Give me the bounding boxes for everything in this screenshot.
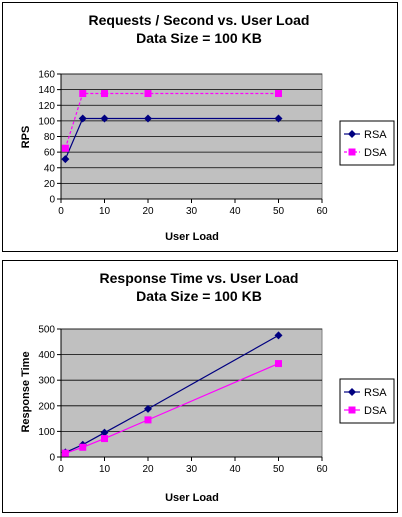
x-tick-label: 60 [316, 464, 328, 475]
data-point-dsa [61, 144, 69, 152]
data-point-rsa [144, 404, 152, 413]
y-tick-label: 20 [44, 179, 56, 190]
series-line-dsa [64, 92, 279, 149]
legend-marker-dsa [348, 406, 356, 414]
plot-area: 0 100 200 300 400 500 0 10 20 30 40 50 60 [38, 325, 328, 476]
data-point-dsa [275, 360, 282, 368]
chart-rps-svg: Requests / Second vs. User Load Data Siz… [20, 12, 395, 243]
legend-label-rsa: RSA [364, 387, 387, 399]
x-axis-title: User Load [165, 231, 219, 243]
y-tick-label: 200 [38, 401, 55, 412]
x-tick-label: 50 [273, 206, 285, 217]
y-tick-label: 40 [44, 163, 56, 174]
data-point-rsa [78, 114, 87, 123]
chart-title: Requests / Second vs. User Load [89, 12, 310, 28]
x-tick-label: 30 [186, 206, 198, 217]
x-tick-label: 10 [99, 206, 111, 217]
legend: RSA DSA [339, 120, 395, 166]
chart-response-time-svg: Response Time vs. User Load Data Size = … [20, 270, 395, 504]
x-tick-label: 20 [142, 464, 154, 475]
x-tick-label: 30 [186, 464, 198, 475]
y-tick-label: 100 [38, 427, 55, 438]
data-point-dsa [79, 443, 87, 451]
plot-background [60, 328, 323, 458]
data-point-rsa [274, 114, 283, 123]
y-tick-label: 60 [44, 148, 56, 159]
y-tick-label: 0 [49, 453, 55, 464]
legend-marker-dsa [348, 148, 356, 156]
data-point-rsa [274, 331, 283, 340]
data-point-dsa [144, 90, 152, 98]
y-tick-label: 80 [44, 132, 56, 143]
y-tick-label: 140 [38, 85, 55, 96]
data-point-dsa [101, 435, 108, 443]
x-tick-label: 20 [142, 206, 154, 217]
legend: RSA DSA [339, 378, 395, 424]
legend-marker-rsa [348, 388, 356, 396]
chart-panel-response-time: Response Time vs. User Load Data Size = … [2, 260, 398, 513]
legend-label-dsa: DSA [364, 147, 387, 159]
plot-area: 0 20 40 60 80 100 120 140 160 0 10 20 30 40 50 60 [38, 70, 328, 218]
chart-panel-rps: Requests / Second vs. User Load Data Siz… [2, 2, 398, 252]
y-axis-title: Response Time [20, 351, 32, 432]
x-tick-label: 10 [99, 464, 111, 475]
y-tick-label: 120 [38, 101, 55, 112]
y-tick-label: 300 [38, 376, 55, 387]
data-point-dsa [101, 90, 108, 98]
data-point-dsa [79, 90, 87, 98]
data-point-dsa [61, 449, 69, 457]
legend-label-dsa: DSA [364, 405, 387, 417]
x-axis-title: User Load [165, 492, 219, 504]
data-point-dsa [144, 416, 152, 424]
chart-subtitle: Data Size = 100 KB [136, 288, 262, 304]
legend-marker-rsa [348, 130, 356, 138]
chart-title: Response Time vs. User Load [100, 270, 299, 286]
y-tick-label: 160 [38, 70, 55, 81]
legend-label-rsa: RSA [364, 129, 387, 141]
x-tick-label: 50 [273, 464, 285, 475]
chart-subtitle: Data Size = 100 KB [136, 30, 262, 46]
legend-box [339, 378, 395, 424]
y-tick-label: 0 [49, 195, 55, 206]
legend-box [339, 120, 395, 166]
x-tick-label: 40 [229, 464, 241, 475]
data-point-rsa [100, 114, 109, 123]
x-tick-label: 0 [58, 206, 64, 217]
y-tick-label: 100 [38, 116, 55, 127]
x-tick-label: 60 [316, 206, 328, 217]
data-point-rsa [144, 114, 152, 123]
data-point-rsa [61, 155, 70, 164]
y-tick-label: 500 [38, 325, 55, 336]
data-point-rsa [100, 428, 109, 437]
x-tick-label: 0 [58, 464, 64, 475]
x-tick-label: 40 [229, 206, 241, 217]
data-point-dsa [275, 90, 282, 98]
y-axis-title: RPS [20, 126, 32, 149]
y-tick-label: 400 [38, 350, 55, 361]
